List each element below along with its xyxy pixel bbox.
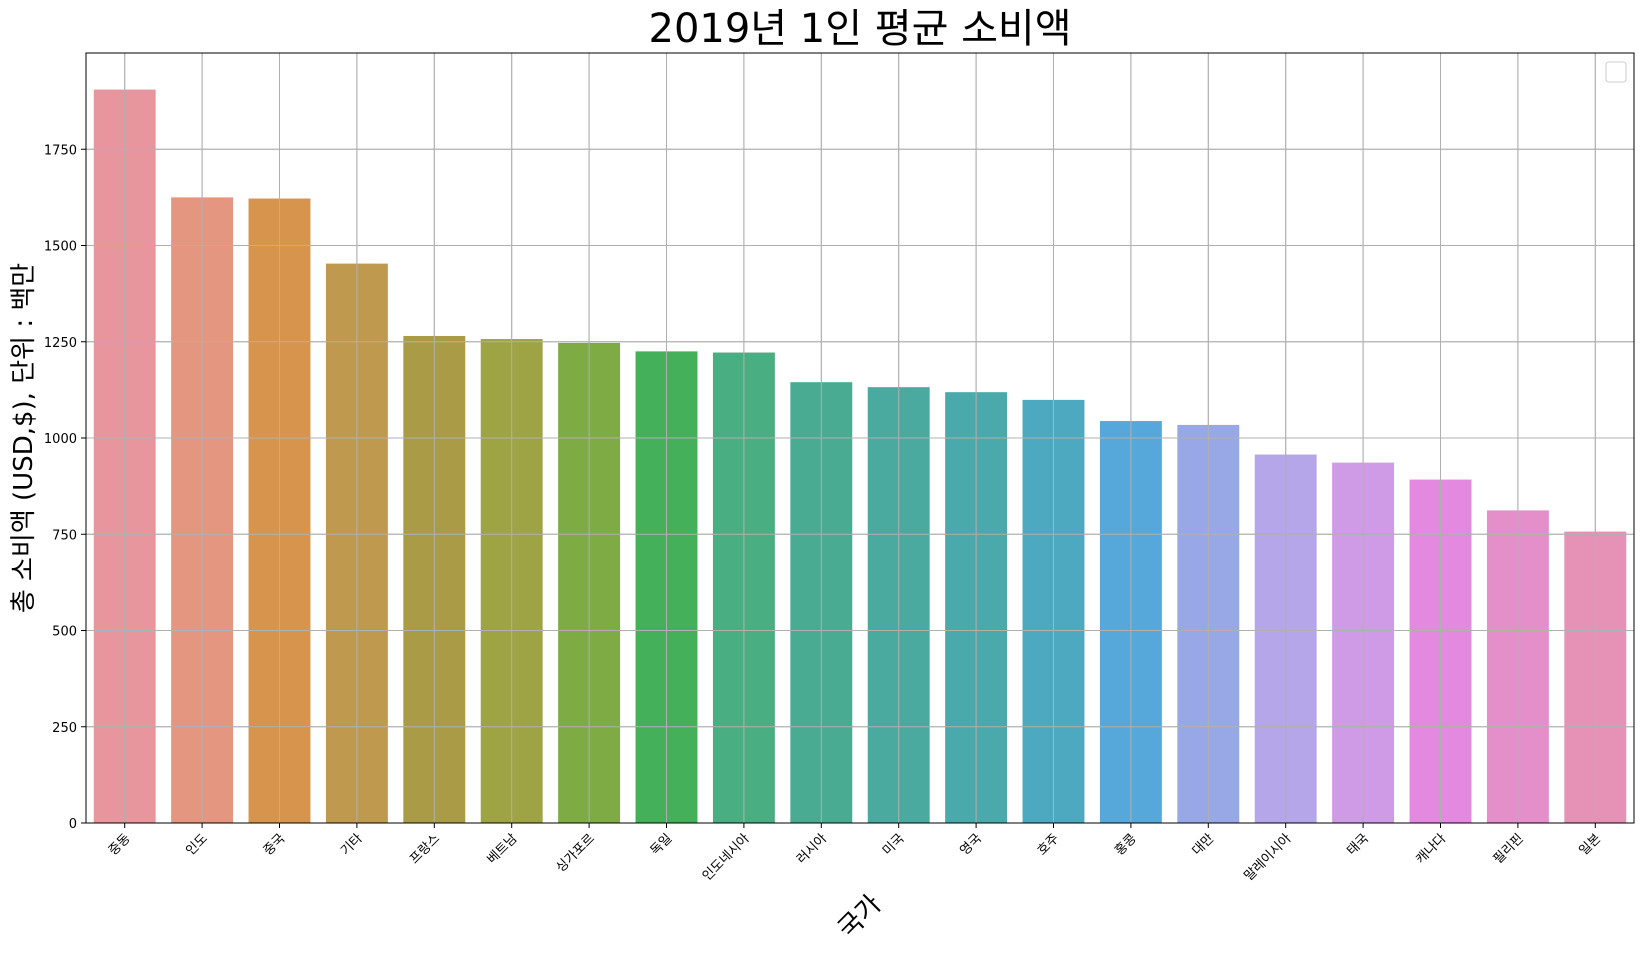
x-tick-label: 대만 — [1190, 831, 1218, 859]
x-axis-label: 국가 — [832, 889, 887, 944]
x-tick-label: 기타 — [338, 831, 366, 859]
y-tick-label: 1500 — [44, 240, 77, 255]
x-tick-label: 필리핀 — [1491, 831, 1527, 867]
y-tick-label: 500 — [52, 625, 77, 640]
x-tick-label: 미국 — [880, 831, 908, 859]
x-tick-label: 호주 — [1035, 831, 1063, 859]
y-tick-label: 1250 — [44, 336, 77, 351]
x-tick-label: 영국 — [957, 831, 985, 859]
x-tick-label: 중동 — [106, 831, 134, 859]
legend-box — [1605, 61, 1627, 83]
bars — [93, 89, 1627, 824]
y-tick-label: 0 — [69, 817, 77, 832]
x-tick-label: 중국 — [261, 831, 289, 859]
grid-lines-overlay — [86, 53, 1634, 824]
x-tick-label: 인도네시아 — [700, 831, 753, 884]
x-tick-label: 태국 — [1344, 831, 1372, 859]
x-tick-label: 베트남 — [485, 831, 521, 867]
x-tick-label: 러시아 — [794, 831, 830, 867]
x-tick-label: 프랑스 — [407, 831, 443, 867]
x-tick-label: 말레이시아 — [1242, 831, 1295, 884]
chart-title: 2019년 1인 평균 소비액 — [649, 6, 1072, 52]
x-tick-label: 홍콩 — [1112, 831, 1140, 859]
y-tick-label: 1000 — [44, 432, 77, 447]
y-tick-label: 1750 — [44, 143, 77, 158]
y-tick-label: 750 — [52, 528, 77, 543]
y-tick-label: 250 — [52, 721, 77, 736]
x-tick-label: 싱가포르 — [553, 831, 597, 875]
x-tick-label: 인도 — [183, 831, 211, 859]
x-tick-label: 캐나다 — [1413, 831, 1449, 867]
x-tick-label: 독일 — [648, 831, 676, 859]
x-tick-label: 일본 — [1577, 831, 1605, 859]
y-axis-label: 총 소비액 (USD,$), 단위 : 백만 — [9, 263, 39, 613]
